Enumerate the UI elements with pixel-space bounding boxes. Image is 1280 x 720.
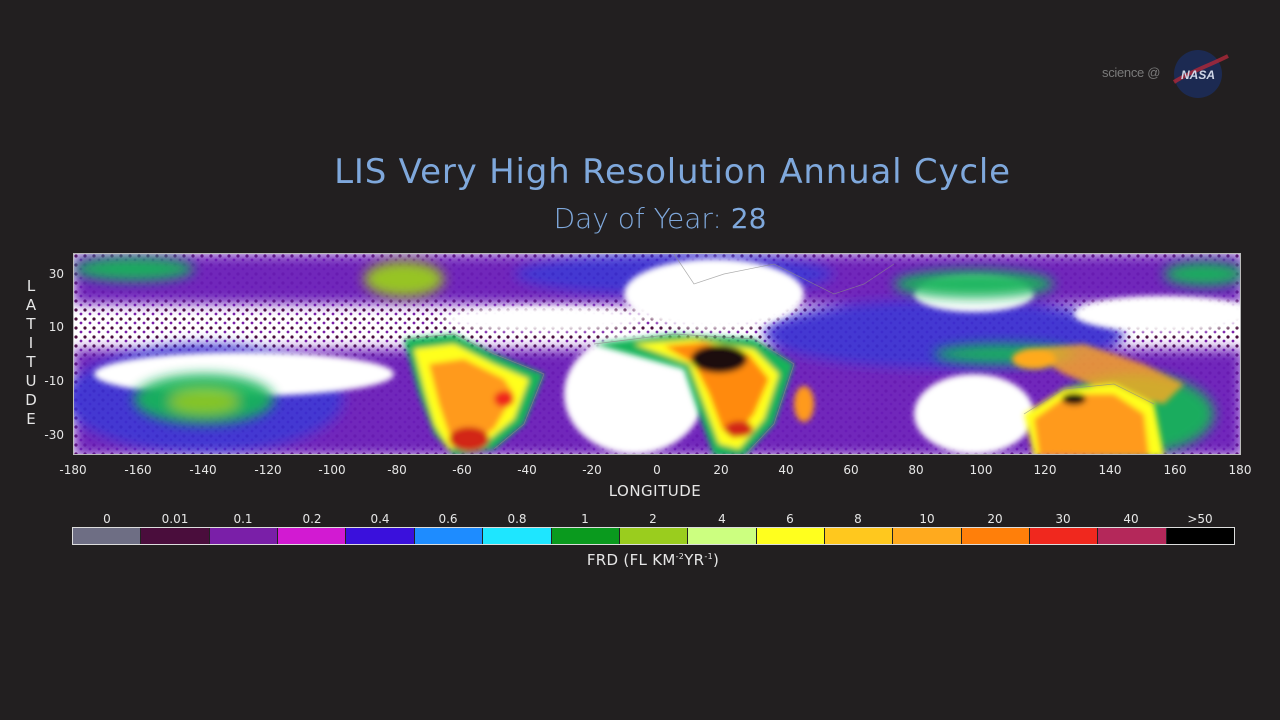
latitude-letter: T	[26, 315, 36, 333]
x-tick-label: 160	[1163, 463, 1187, 477]
colorbar	[72, 527, 1235, 545]
colorbar-labels: 0 0.01 0.1 0.2 0.4 0.6 0.8 1 2 4 6 8 10 …	[73, 512, 1235, 528]
colorbar-swatch	[141, 528, 210, 544]
colorbar-swatch	[209, 528, 279, 544]
colorbar-swatch	[278, 528, 347, 544]
x-tick-label: -20	[582, 463, 602, 477]
colorbar-swatch	[1098, 528, 1167, 544]
day-of-year: Day of Year: 28	[0, 202, 1280, 235]
colorbar-label: 30	[1055, 512, 1071, 526]
colorbar-swatch	[551, 528, 620, 544]
colorbar-label: 0	[103, 512, 111, 526]
y-tick-label: -10	[44, 374, 64, 388]
x-tick-label: 120	[1033, 463, 1057, 477]
latitude-letter: I	[28, 334, 34, 352]
x-tick-label: 60	[843, 463, 859, 477]
colorbar-swatch	[346, 528, 415, 544]
x-tick-label: 140	[1098, 463, 1122, 477]
colorbar-label: 1	[581, 512, 589, 526]
colorbar-swatch	[619, 528, 689, 544]
y-tick-label: 10	[48, 320, 64, 334]
colorbar-swatch	[756, 528, 825, 544]
science-nasa-logo: science @ NASA	[1100, 48, 1240, 100]
colorbar-title: FRD (FL KM-2YR-1)	[553, 551, 753, 569]
colorbar-title-sup: -1	[704, 552, 713, 561]
colorbar-swatch	[961, 528, 1031, 544]
latitude-letter: T	[26, 353, 36, 371]
lightning-density-map	[73, 253, 1241, 455]
colorbar-label: 20	[987, 512, 1003, 526]
x-tick-label: -80	[387, 463, 407, 477]
colorbar-label: 0.6	[438, 512, 458, 526]
logo-agency-text: NASA	[1181, 68, 1215, 82]
latitude-axis-label: L A T I T U D E	[22, 277, 40, 429]
colorbar-swatch	[1166, 528, 1235, 544]
colorbar-label: 0.4	[370, 512, 390, 526]
latitude-letter: D	[25, 391, 37, 409]
map-canvas	[74, 254, 1240, 454]
latitude-letter: A	[25, 296, 37, 314]
x-tick-label: -120	[254, 463, 282, 477]
colorbar-label: 10	[919, 512, 935, 526]
x-tick-label: 180	[1228, 463, 1252, 477]
colorbar-label: 0.01	[161, 512, 189, 526]
colorbar-swatch	[414, 528, 484, 544]
x-tick-label: -140	[189, 463, 217, 477]
x-tick-label: 80	[908, 463, 924, 477]
colorbar-swatch	[483, 528, 552, 544]
longitude-axis-label: LONGITUDE	[608, 482, 702, 500]
latitude-letter: E	[26, 410, 36, 428]
colorbar-swatch	[893, 528, 962, 544]
colorbar-label: 40	[1123, 512, 1139, 526]
x-tick-label: 0	[653, 463, 661, 477]
colorbar-label: 0.8	[507, 512, 527, 526]
colorbar-swatch	[73, 528, 142, 544]
colorbar-title-mid: YR	[684, 551, 705, 569]
colorbar-swatch	[824, 528, 894, 544]
y-tick-label: -30	[44, 428, 64, 442]
y-tick-label: 30	[48, 267, 64, 281]
colorbar-swatch	[688, 528, 757, 544]
colorbar-title-end: )	[712, 551, 720, 569]
x-tick-label: -40	[517, 463, 537, 477]
colorbar-label: 4	[718, 512, 726, 526]
x-tick-label: 100	[969, 463, 993, 477]
colorbar-label: 2	[649, 512, 657, 526]
latitude-letter: U	[25, 372, 37, 390]
colorbar-swatch	[1030, 528, 1099, 544]
colorbar-label: 8	[854, 512, 862, 526]
latitude-letter: L	[26, 277, 36, 295]
x-tick-label: 20	[713, 463, 729, 477]
day-of-year-label: Day of Year:	[553, 202, 722, 235]
colorbar-label: 0.2	[302, 512, 322, 526]
page-title: LIS Very High Resolution Annual Cycle	[334, 152, 1011, 192]
x-tick-label: 40	[778, 463, 794, 477]
colorbar-title-main: FRD (FL KM	[586, 551, 676, 569]
day-of-year-value: 28	[730, 202, 767, 235]
x-tick-label: -100	[318, 463, 346, 477]
nasa-meatball-icon: NASA	[1172, 50, 1229, 98]
colorbar-label: 6	[786, 512, 794, 526]
logo-text: science @	[1102, 65, 1161, 80]
colorbar-label: 0.1	[233, 512, 253, 526]
colorbar-title-sup: -2	[675, 552, 685, 561]
x-tick-label: -160	[124, 463, 152, 477]
x-tick-label: -180	[59, 463, 87, 477]
colorbar-label: >50	[1187, 512, 1213, 526]
x-tick-label: -60	[452, 463, 472, 477]
